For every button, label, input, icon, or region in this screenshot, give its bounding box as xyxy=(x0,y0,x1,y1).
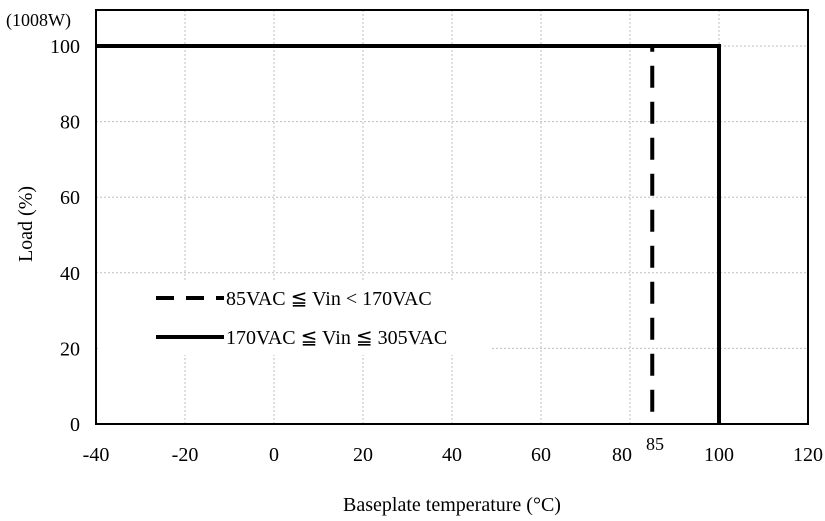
legend-label-series-2: 170VAC ≦ Vin ≦ 305VAC xyxy=(226,327,447,349)
series-line-1 xyxy=(96,46,652,424)
y-tick-label: 20 xyxy=(60,338,80,360)
grid-lines xyxy=(96,10,808,424)
series-layer xyxy=(96,46,719,424)
y-tick-label: 60 xyxy=(60,187,80,209)
x-tick-label: 120 xyxy=(793,444,823,466)
legend-label-series-1: 85VAC ≦ Vin < 170VAC xyxy=(226,288,432,310)
x-tick-label: -40 xyxy=(83,444,110,466)
x-tick-label: 0 xyxy=(269,444,279,466)
x-tick-labels: -40 -20 0 20 40 60 80 100 120 xyxy=(83,444,823,466)
x-tick-label: 60 xyxy=(531,444,551,466)
y-tick-label: 40 xyxy=(60,263,80,285)
x-tick-label: 20 xyxy=(353,444,373,466)
x-tick-label: 100 xyxy=(704,444,734,466)
y-tick-label: 0 xyxy=(70,414,80,436)
x-tick-label: -20 xyxy=(172,444,199,466)
x-tick-label: 80 xyxy=(612,444,632,466)
x-extra-tick-85: 85 xyxy=(646,434,664,454)
y-axis-title: Load (%) xyxy=(15,186,37,262)
x-axis-title: Baseplate temperature (°C) xyxy=(343,494,561,516)
y-tick-label: 80 xyxy=(60,112,80,134)
y-tick-label: 100 xyxy=(50,36,80,58)
y-tick-labels: 0 20 40 60 80 100 xyxy=(50,36,80,436)
x-tick-label: 40 xyxy=(442,444,462,466)
top-annotation: (1008W) xyxy=(6,10,71,31)
legend: 85VAC ≦ Vin < 170VAC 170VAC ≦ Vin ≦ 305V… xyxy=(100,280,490,355)
series-line-2 xyxy=(96,46,719,424)
plot-frame xyxy=(96,10,808,424)
